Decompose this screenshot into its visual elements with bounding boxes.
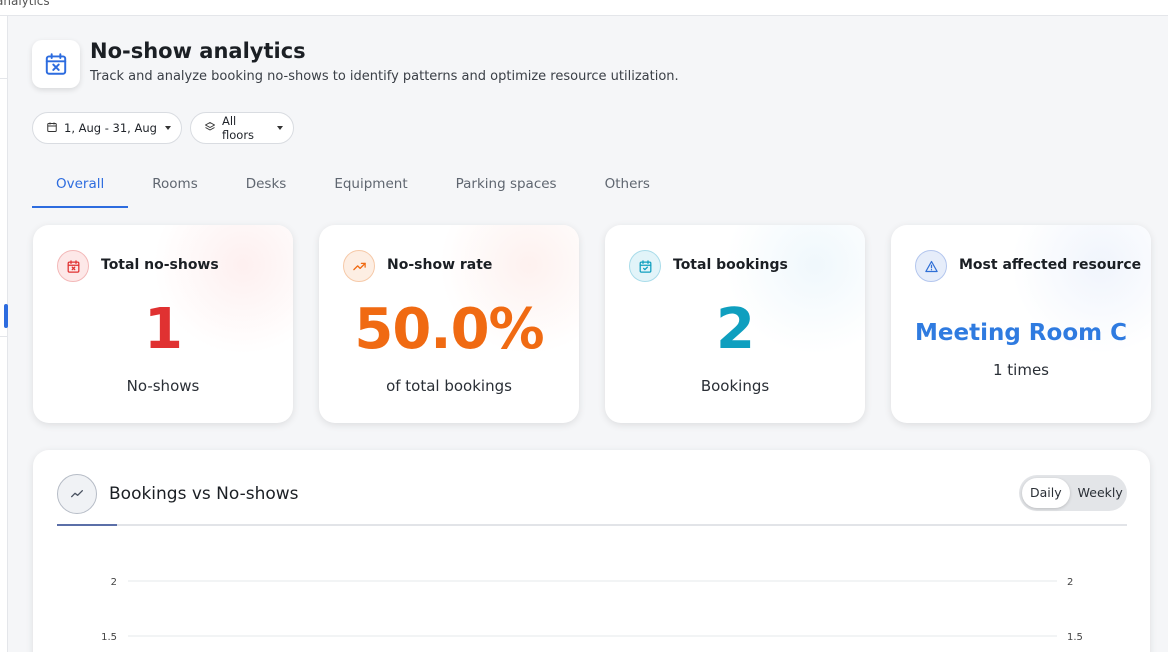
total-bookings-value: 2 (716, 297, 755, 362)
date-range-value: 1, Aug - 31, Aug (64, 121, 157, 135)
toggle-weekly[interactable]: Weekly (1077, 485, 1123, 500)
calendar-icon (46, 121, 58, 136)
bookings-vs-noshows-panel: Bookings vs No-shows Daily Weekly 2 2 1.5 1… (33, 450, 1150, 652)
card-title: Most affected resource (959, 257, 1142, 273)
calendar-check-icon (629, 250, 661, 282)
calendar-x-icon (32, 40, 80, 88)
y-tick-label-left: 1.5 (101, 632, 117, 643)
most-affected-resource-name: Meeting Room C (915, 320, 1127, 346)
noshow-rate-card: No-show rate 50.0% of total bookings (319, 225, 579, 423)
total-noshows-value: 1 (144, 297, 183, 362)
sidebar-divider (0, 78, 8, 79)
top-bar: analytics (0, 0, 1168, 16)
date-range-filter[interactable]: 1, Aug - 31, Aug (32, 112, 182, 144)
sidebar-divider (0, 336, 8, 337)
chevron-down-icon (277, 126, 283, 130)
most-affected-resource-count: 1 times (992, 361, 1049, 379)
y-tick-label-right: 2 (1067, 577, 1073, 588)
chevron-down-icon (164, 126, 171, 130)
sidebar-active-indicator[interactable] (4, 304, 8, 328)
tab-desks[interactable]: Desks (245, 176, 287, 192)
y-tick-label-left: 2 (111, 577, 117, 588)
trending-up-icon (343, 250, 375, 282)
tab-equipment[interactable]: Equipment (334, 176, 408, 192)
most-affected-resource-card: Most affected resource Meeting Room C 1 … (891, 225, 1151, 423)
total-bookings-card: Total bookings 2 Bookings (605, 225, 865, 423)
chart-title: Bookings vs No-shows (109, 484, 299, 504)
chart-header-divider (57, 524, 1127, 526)
tab-parking-spaces[interactable]: Parking spaces (455, 176, 557, 192)
tab-rooms[interactable]: Rooms (152, 176, 198, 192)
card-title: Total bookings (673, 257, 788, 273)
total-noshows-card: Total no-shows 1 No-shows (33, 225, 293, 423)
card-caption: of total bookings (386, 377, 512, 395)
card-caption: No-shows (126, 377, 200, 395)
top-bar-title: analytics (0, 0, 50, 8)
chart-header-divider-active (57, 524, 117, 526)
floor-value: All floors (222, 114, 255, 142)
layers-icon (204, 121, 216, 136)
noshow-rate-value: 50.0% (354, 297, 544, 362)
trend-line-icon (57, 474, 97, 514)
toggle-daily[interactable]: Daily (1022, 478, 1070, 508)
tab-overall[interactable]: Overall (32, 166, 129, 208)
card-title: Total no-shows (101, 257, 219, 273)
period-toggle: Daily Weekly (1019, 475, 1127, 511)
page-title: No-show analytics (90, 39, 306, 63)
calendar-x-icon (57, 250, 89, 282)
left-sidebar (0, 16, 8, 652)
card-caption: Bookings (700, 377, 770, 395)
floor-filter[interactable]: All floors (190, 112, 294, 144)
card-title: No-show rate (387, 257, 493, 273)
bookings-vs-noshows-chart: 2 2 1.5 1.5 (101, 577, 1083, 643)
page-subtitle: Track and analyze booking no-shows to id… (90, 69, 679, 84)
tab-others[interactable]: Others (604, 176, 650, 192)
resource-tabs: Overall Rooms Desks Equipment Parking sp… (32, 166, 674, 208)
y-tick-label-right: 1.5 (1067, 632, 1083, 643)
warning-triangle-icon (915, 250, 947, 282)
